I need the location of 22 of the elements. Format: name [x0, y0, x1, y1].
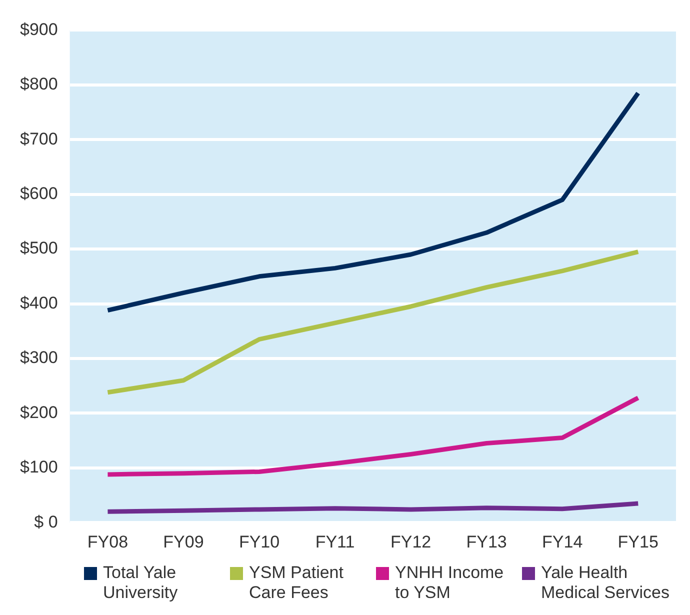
x-tick-label: FY08: [87, 532, 128, 552]
y-tick-label: $500: [20, 238, 58, 258]
y-tick-label: $100: [20, 458, 58, 477]
legend-label: YNHH Income to YSM: [395, 563, 505, 603]
y-tick-label: $600: [20, 184, 58, 204]
y-tick-label: $300: [20, 348, 58, 368]
y-tick-label: $ 0: [34, 512, 58, 532]
x-tick-label: FY09: [163, 532, 204, 552]
y-tick-label: $700: [20, 129, 58, 148]
y-tick-label: $400: [20, 293, 58, 312]
legend-label: Yale Health Medical Services: [541, 563, 670, 603]
x-tick-label: FY15: [618, 532, 658, 552]
legend-label: Total Yale University: [103, 563, 179, 603]
legend-label: YSM Patient Care Fees: [249, 563, 344, 603]
x-tick-label: FY10: [238, 532, 280, 552]
x-tick-label: FY11: [315, 532, 355, 552]
y-tick-label: $200: [20, 402, 58, 422]
x-tick-label: FY12: [390, 532, 432, 552]
x-tick-label: FY13: [466, 532, 507, 552]
x-tick-label: FY14: [542, 532, 583, 552]
y-tick-label: $800: [20, 74, 58, 94]
y-tick-label: $900: [20, 20, 58, 39]
